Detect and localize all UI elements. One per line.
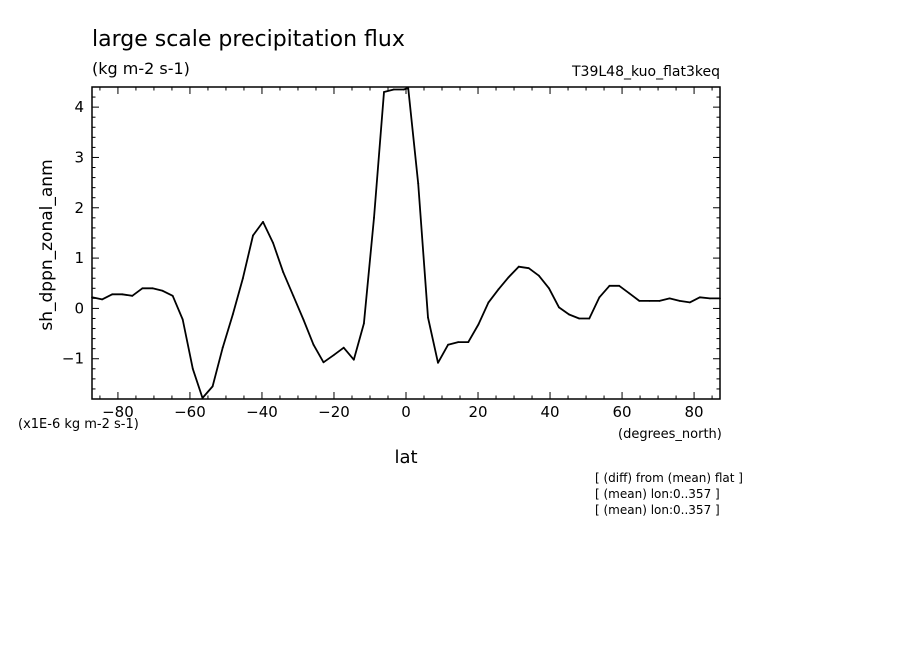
data-point xyxy=(352,358,355,361)
data-point xyxy=(101,298,103,301)
data-point xyxy=(618,284,621,287)
data-point xyxy=(457,341,460,344)
data-point xyxy=(709,297,711,300)
data-point xyxy=(322,361,325,364)
y-tick-label: 4 xyxy=(74,98,84,116)
data-point xyxy=(537,274,540,277)
data-point xyxy=(131,294,134,297)
x-tick-label: 40 xyxy=(540,403,559,421)
chart-title: large scale precipitation flux xyxy=(92,27,405,52)
x-tick-label: −60 xyxy=(174,403,206,421)
x-tick-label: 80 xyxy=(685,403,704,421)
data-point xyxy=(91,296,93,299)
data-point xyxy=(467,341,470,344)
data-point xyxy=(221,346,224,349)
plot-frame xyxy=(91,86,721,400)
data-point xyxy=(373,216,375,219)
data-point xyxy=(402,88,405,91)
data-point xyxy=(417,182,420,185)
data-point xyxy=(252,234,254,237)
data-point xyxy=(688,301,691,304)
chart-subtitle: (kg m-2 s-1) xyxy=(92,59,190,78)
data-point xyxy=(507,276,510,279)
x-tick-label: 60 xyxy=(613,403,632,421)
series-line-0 xyxy=(91,87,720,399)
data-point xyxy=(487,301,490,304)
data-point xyxy=(558,306,560,309)
x-axis-label: lat xyxy=(394,447,417,468)
x-tick-label: −40 xyxy=(246,403,278,421)
data-point xyxy=(628,292,631,295)
data-point xyxy=(648,299,651,302)
x-tick-labels: −80 −60 −40 −20 0 20 40 60 80 xyxy=(102,403,704,421)
data-point xyxy=(447,343,450,346)
data-point xyxy=(608,284,611,287)
data-point xyxy=(719,297,721,300)
y-scale-note: (x1E-6 kg m-2 s-1) xyxy=(18,417,139,432)
data-point xyxy=(383,91,385,93)
data-point xyxy=(497,288,500,291)
data-point xyxy=(527,267,530,270)
run-label: T39L48_kuo_flat3keq xyxy=(571,64,720,80)
data-point xyxy=(437,361,439,364)
y-tick-label: 1 xyxy=(74,249,84,267)
data-point xyxy=(332,354,335,357)
data-point xyxy=(568,313,571,316)
data-point xyxy=(638,299,641,302)
y-tick-label: 3 xyxy=(74,148,84,166)
data-point xyxy=(231,313,234,316)
data-point xyxy=(262,220,264,223)
data-point xyxy=(407,87,410,89)
data-point xyxy=(698,296,701,299)
y-tick-label: −1 xyxy=(62,350,84,368)
data-point xyxy=(548,287,550,290)
y-tick-label: 0 xyxy=(74,299,84,317)
x-tick-label: −20 xyxy=(318,403,350,421)
series-group xyxy=(91,87,721,399)
data-point xyxy=(171,294,174,297)
data-point xyxy=(678,299,681,302)
data-point xyxy=(302,318,305,321)
data-point xyxy=(181,318,184,321)
data-point xyxy=(211,385,214,388)
data-point xyxy=(588,317,591,320)
x-units: (degrees_north) xyxy=(618,427,722,442)
data-point xyxy=(201,397,204,399)
data-point xyxy=(342,346,345,349)
data-point xyxy=(272,242,275,244)
annotation-2: [ (mean) lon:0..357 ] xyxy=(595,487,720,501)
data-point xyxy=(241,277,244,280)
y-tick-labels: −1 0 1 2 3 4 xyxy=(62,98,84,368)
annotation-1: [ (diff) from (mean) flat ] xyxy=(595,471,743,485)
data-point xyxy=(362,322,365,325)
data-point xyxy=(477,323,480,326)
y-tick-label: 2 xyxy=(74,199,84,217)
x-tick-label: 20 xyxy=(468,403,487,421)
y-axis-label: sh_dppn_zonal_anm xyxy=(37,159,57,330)
data-point xyxy=(111,293,114,296)
data-point xyxy=(658,299,661,302)
data-point xyxy=(598,296,601,299)
data-point xyxy=(151,287,154,290)
data-point xyxy=(427,316,429,319)
x-tick-label: −80 xyxy=(102,403,134,421)
annotation-3: [ (mean) lon:0..357 ] xyxy=(595,503,720,517)
data-point xyxy=(578,317,581,320)
data-point xyxy=(312,343,315,346)
data-point xyxy=(161,289,164,292)
data-point xyxy=(517,265,520,268)
data-point xyxy=(392,88,395,91)
x-tick-label: 0 xyxy=(401,403,411,421)
axis-ticks xyxy=(92,86,720,400)
data-point xyxy=(668,297,671,300)
data-point xyxy=(191,367,194,370)
data-point xyxy=(141,287,144,290)
data-point xyxy=(282,271,285,274)
data-point xyxy=(121,293,124,296)
data-point xyxy=(292,294,295,297)
